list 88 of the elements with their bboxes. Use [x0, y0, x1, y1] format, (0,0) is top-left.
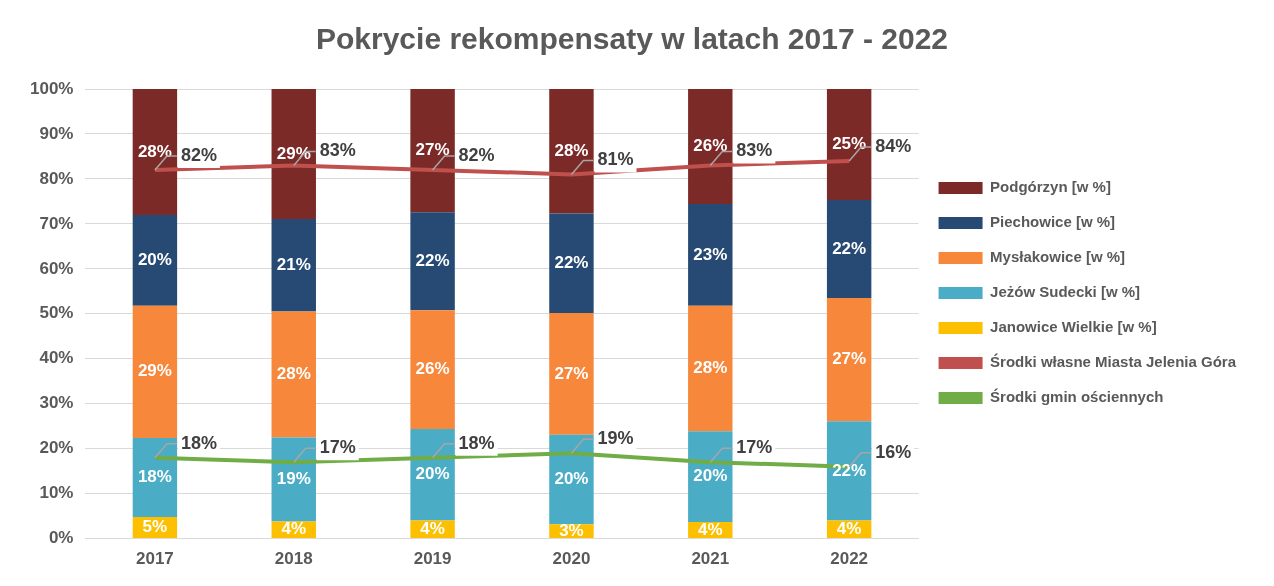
legend-label: Piechowice [w %]: [990, 213, 1116, 231]
bar: [826, 298, 872, 422]
y-tick-label: 60%: [39, 258, 74, 278]
bar: [410, 310, 455, 429]
x-tick-label: 2017: [135, 549, 174, 569]
x-tick-label: 2021: [691, 549, 730, 569]
data-label: 4%: [698, 519, 723, 539]
data-label: 82%: [458, 144, 495, 165]
data-label: 84%: [875, 135, 912, 156]
data-label: 18%: [137, 467, 172, 487]
bar: [688, 204, 733, 306]
data-label: 19%: [276, 469, 311, 489]
data-label: 16%: [875, 441, 912, 462]
data-label: 26%: [415, 359, 450, 379]
bar: [410, 89, 455, 213]
data-label: 25%: [832, 134, 867, 154]
bar: [826, 200, 872, 299]
data-label: 28%: [276, 364, 311, 384]
bar: [271, 218, 316, 312]
bar: [826, 421, 872, 521]
bar: [132, 214, 178, 306]
data-label: 83%: [319, 140, 356, 161]
y-tick-label: 80%: [39, 168, 74, 188]
data-label: 22%: [832, 460, 867, 480]
bar: [410, 428, 455, 521]
bar: [410, 212, 455, 311]
data-label: 20%: [693, 466, 728, 486]
data-label: 82%: [180, 144, 217, 165]
bar: [688, 89, 733, 205]
chart-title: Pokrycie rekompensaty w latach 2017 - 2022: [315, 22, 949, 56]
data-label: 18%: [180, 432, 217, 453]
legend-label: Środki własne Miasta Jelenia Góra: [990, 353, 1237, 371]
data-label: 17%: [736, 437, 773, 458]
data-label: 26%: [693, 136, 728, 156]
legend-label: Janowice Wielkie [w %]: [990, 318, 1157, 336]
data-label: 22%: [832, 238, 867, 258]
legend-label: Jeżów Sudecki [w %]: [990, 283, 1141, 301]
data-label: 18%: [458, 432, 495, 453]
data-label: 29%: [276, 143, 311, 163]
data-label: 4%: [281, 519, 307, 539]
data-label: 4%: [836, 519, 862, 539]
bar: [132, 89, 178, 215]
data-label: 21%: [276, 254, 311, 274]
bar: [132, 437, 178, 518]
bar: [271, 89, 316, 219]
x-tick-label: 2019: [413, 549, 452, 569]
bar: [549, 89, 594, 214]
data-label: 23%: [693, 244, 728, 264]
bar: [688, 305, 733, 432]
bar: [549, 312, 594, 435]
data-label: 20%: [137, 249, 172, 269]
y-tick-label: 70%: [39, 213, 74, 233]
data-label: 5%: [142, 517, 168, 537]
data-label: 81%: [597, 149, 634, 170]
data-label: 28%: [137, 141, 172, 161]
y-tick-label: 100%: [30, 78, 74, 98]
y-tick-label: 10%: [39, 483, 74, 503]
data-label: 27%: [554, 363, 589, 383]
y-tick-label: 90%: [39, 123, 74, 143]
bar: [826, 89, 872, 201]
data-label: 28%: [554, 140, 589, 160]
data-label: 28%: [693, 358, 728, 378]
y-tick-label: 30%: [39, 393, 74, 413]
data-label: 20%: [554, 469, 589, 489]
data-label: 20%: [415, 464, 450, 484]
bar: [549, 213, 594, 313]
data-label: 17%: [319, 437, 356, 458]
y-tick-label: 0%: [48, 528, 74, 548]
x-tick-label: 2022: [830, 549, 869, 569]
bar: [132, 305, 178, 438]
x-tick-label: 2020: [552, 549, 591, 569]
legend-label: Środki gmin ościennych: [990, 388, 1164, 406]
x-tick-label: 2018: [274, 549, 313, 569]
y-tick-label: 50%: [39, 303, 74, 323]
data-label: 83%: [736, 140, 773, 161]
y-tick-label: 40%: [39, 348, 74, 368]
data-label: 27%: [415, 140, 450, 160]
y-tick-label: 20%: [39, 438, 74, 458]
data-label: 29%: [137, 361, 172, 381]
data-label: 19%: [597, 428, 634, 449]
data-label: 22%: [415, 250, 450, 270]
data-label: 3%: [559, 520, 584, 540]
data-label: 22%: [554, 252, 589, 272]
bar: [271, 311, 316, 438]
legend-label: Podgórzyn [w %]: [990, 178, 1111, 196]
data-label: 4%: [420, 519, 445, 539]
data-label: 27%: [832, 349, 867, 369]
legend-label: Mysłakowice [w %]: [990, 248, 1126, 266]
